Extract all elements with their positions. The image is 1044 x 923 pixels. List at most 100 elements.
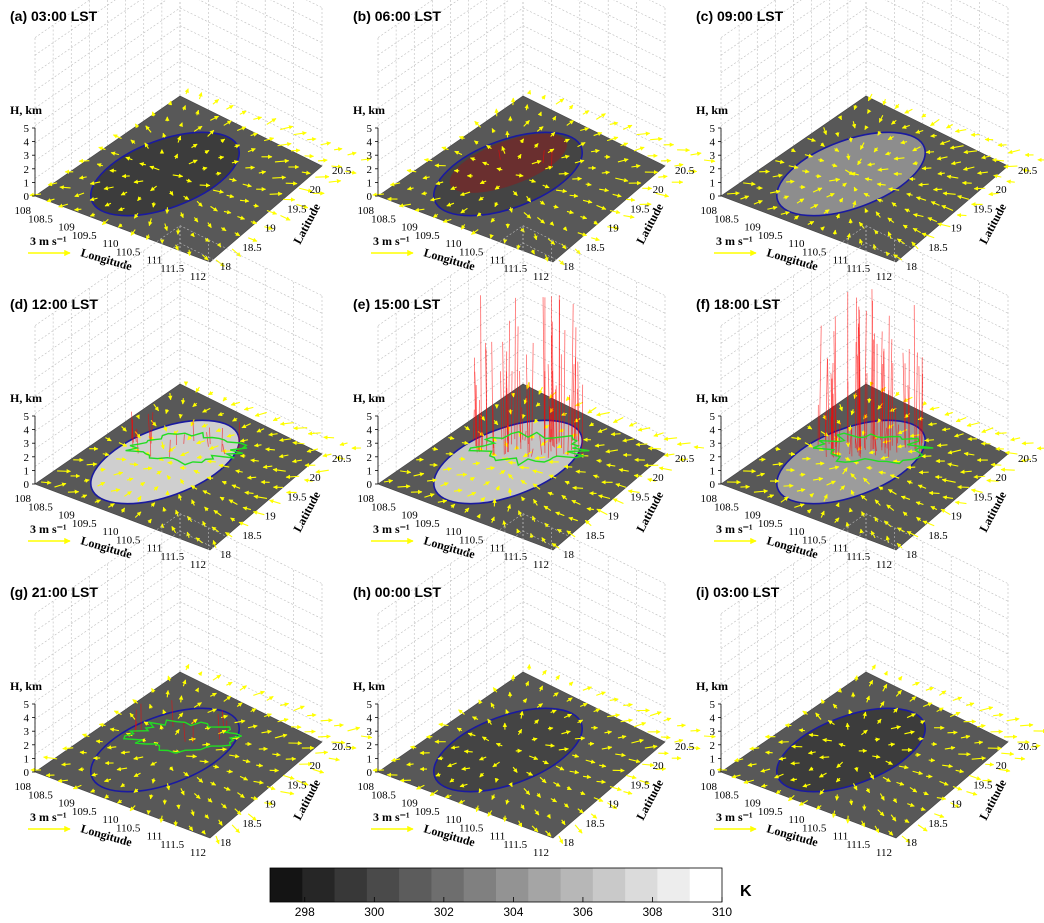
wind-arrow (207, 797, 213, 803)
wind-arrow (191, 499, 196, 506)
wind-arrow (599, 187, 610, 193)
wind-arrow (848, 507, 854, 513)
wind-arrow (83, 478, 90, 483)
wind-arrow (617, 158, 629, 163)
wind-arrow (575, 469, 586, 474)
x-tick-label: 109 (401, 510, 418, 522)
wind-arrow (202, 520, 207, 527)
wind-arrow (850, 473, 857, 480)
wind-arrow (593, 220, 599, 225)
wind-arrow (188, 159, 198, 165)
wind-arrow (534, 719, 539, 725)
wind-arrow (263, 136, 275, 142)
wind-arrow (236, 126, 247, 132)
wind-arrow (520, 479, 527, 485)
wind-arrow (508, 409, 513, 415)
wind-arrow (126, 477, 134, 482)
wind-arrow (809, 493, 814, 498)
wind-arrow (204, 237, 210, 243)
wind-arrow (896, 238, 905, 245)
y-tick-label: 20.5 (1018, 741, 1038, 753)
wind-arrow (960, 734, 971, 740)
wind-arrow (177, 712, 184, 719)
wind-arrow (822, 127, 828, 136)
wind-arrow (552, 692, 559, 697)
wind-arrow (234, 808, 242, 816)
wind-arrow (215, 835, 220, 845)
wind-arrow (676, 441, 691, 447)
wind-arrow (117, 223, 123, 228)
wind-arrow (1003, 164, 1018, 169)
wind-arrow (474, 140, 479, 145)
wind-arrow (179, 212, 184, 219)
z-axis-label: H, km (10, 103, 42, 117)
wind-arrow (134, 123, 140, 129)
z-tick-label: 4 (367, 713, 373, 725)
wind-arrow (826, 192, 835, 198)
x-tick-label: 109.5 (72, 806, 97, 818)
wind-arrow (243, 406, 254, 411)
wind-arrow (218, 819, 223, 826)
wind-arrow (461, 766, 471, 771)
wind-arrow (223, 120, 232, 126)
wind-arrow (199, 759, 209, 764)
wind-arrow (950, 160, 962, 166)
wind-arrow (210, 205, 218, 212)
wind-arrow (201, 423, 208, 428)
wind-arrow (827, 720, 835, 726)
wind-arrow (990, 462, 1002, 467)
wind-arrow (826, 480, 836, 486)
wind-arrow (812, 476, 824, 482)
wind-arrow (194, 793, 201, 800)
wind-arrow (86, 462, 98, 467)
wind-arrow (820, 510, 825, 518)
wind-arrow (888, 742, 896, 747)
wind-arrow (790, 777, 798, 782)
wind-arrow (658, 466, 672, 471)
x-tick-label: 109.5 (415, 806, 440, 818)
wind-arrow (874, 825, 880, 834)
wind-arrow (929, 406, 940, 411)
wind-arrow (218, 155, 225, 160)
wind-arrow (592, 474, 600, 479)
wind-arrow (97, 481, 106, 487)
y-tick-label: 20.5 (675, 165, 695, 177)
wind-arrow (815, 461, 825, 466)
wind-arrow (226, 769, 234, 774)
wind-arrow (904, 730, 915, 735)
wind-arrow (944, 411, 953, 416)
wind-arrow (234, 231, 241, 237)
wind-arrow (328, 757, 340, 762)
wind-arrow (237, 792, 245, 799)
wind-arrow (594, 443, 605, 448)
wind-arrow (556, 188, 568, 194)
wind-vectors (726, 93, 1044, 261)
wind-arrow (120, 750, 130, 755)
wind-arrow (631, 738, 644, 744)
x-tick-label: 108 (15, 781, 32, 793)
wind-arrow (897, 444, 905, 449)
wind-arrow (510, 392, 516, 398)
wind-arrow (834, 794, 840, 801)
x-tick-label: 109 (58, 798, 75, 810)
wind-arrow (993, 712, 1004, 718)
colorbar-tick-label: 306 (573, 905, 593, 919)
wind-arrow (262, 464, 273, 469)
wind-arrow (788, 164, 799, 170)
wind-arrow (693, 445, 705, 450)
wind-arrow (861, 430, 866, 436)
wind-arrow (162, 132, 167, 138)
wind-arrow (949, 711, 961, 718)
wind-arrow (566, 119, 574, 126)
wind-arrow (574, 159, 585, 164)
wind-arrow (516, 528, 521, 534)
wind-arrow (848, 709, 853, 715)
wind-arrow (190, 232, 195, 238)
back-wall-grid (377, 224, 666, 484)
wind-arrow (212, 674, 222, 681)
wind-arrow (861, 511, 866, 517)
y-tick-label: 20.5 (1018, 165, 1038, 177)
wind-arrow (74, 207, 82, 212)
